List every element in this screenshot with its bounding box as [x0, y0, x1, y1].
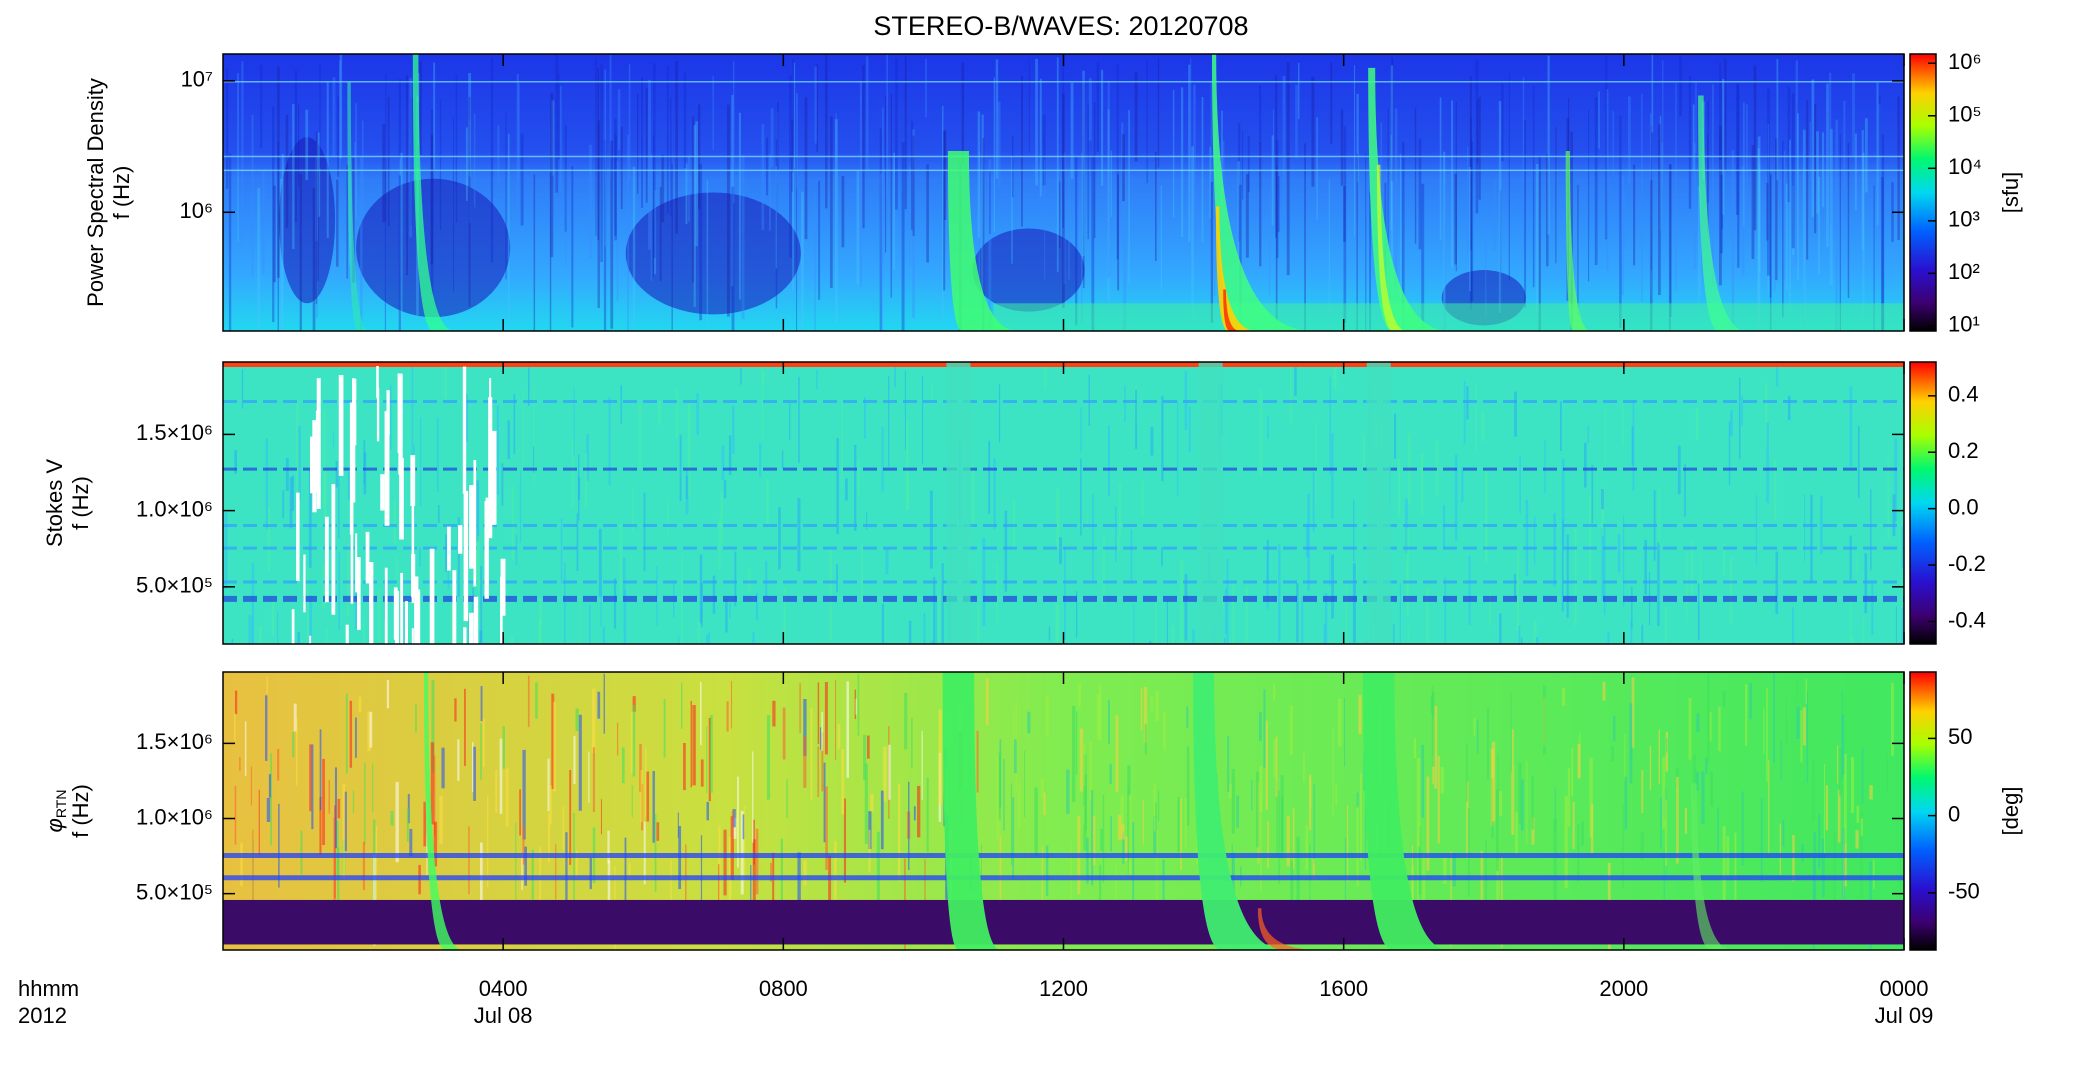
spectrogram: [223, 54, 1904, 331]
texture: [1366, 362, 1391, 644]
burst: [1193, 672, 1285, 950]
y-axis-label: φRTN: [42, 790, 69, 833]
colorbar-tick-label: -0.4: [1948, 607, 1986, 632]
texture: [1198, 362, 1223, 644]
y-tick-label: 10⁷: [181, 67, 213, 92]
colorbar-tick-label: -50: [1948, 879, 1980, 904]
burst: [1691, 783, 1733, 950]
y-tick-label: 1.5×10⁶: [136, 729, 213, 754]
blob: [972, 228, 1085, 312]
date-label: Jul 09: [1875, 1003, 1934, 1028]
spectrogram: [223, 362, 1904, 644]
colorbar-tick-label: 10⁴: [1948, 154, 1982, 179]
x-tick-label: 0800: [759, 976, 808, 1001]
date-label: Jul 08: [474, 1003, 533, 1028]
colorbar-tick-label: 10²: [1948, 259, 1980, 284]
y-axis-label-text: Power Spectral Density: [83, 78, 108, 307]
burst: [1211, 54, 1313, 331]
y-axis-label-text: f (Hz): [68, 476, 93, 530]
y-tick-label: 1.0×10⁶: [136, 496, 213, 521]
y-axis-label: Power Spectral Density: [83, 78, 108, 307]
burst: [1376, 164, 1407, 331]
colorbar: [1909, 671, 1937, 951]
y-tick-label: 1.0×10⁶: [136, 804, 213, 829]
x-tick-label: 1200: [1039, 976, 1088, 1001]
y-axis-label: f (Hz): [109, 166, 134, 220]
colorbar-label: [sfu]: [1998, 172, 2023, 214]
burst: [1368, 67, 1449, 331]
burst: [347, 81, 369, 331]
y-tick-label: 10⁶: [179, 198, 213, 223]
y-axis-label-text: f (Hz): [109, 166, 134, 220]
colorbar-tick-label: 10⁶: [1948, 49, 1982, 74]
texture: [946, 362, 971, 644]
colorbar-tick-label: 50: [1948, 724, 1972, 749]
y-tick-label: 1.5×10⁶: [136, 420, 213, 445]
blob: [279, 137, 336, 304]
y-axis-label: f (Hz): [68, 476, 93, 530]
y-tick-label: 5.0×10⁵: [136, 879, 213, 904]
y-axis-label-text: φ: [42, 818, 67, 832]
burst: [424, 672, 463, 950]
colorbar-tick-label: 0.4: [1948, 382, 1979, 407]
x-tick-label: 0000: [1880, 976, 1929, 1001]
blob: [625, 192, 801, 315]
x-axis-label: 2012: [18, 1003, 67, 1028]
y-axis-label-text: f (Hz): [68, 784, 93, 838]
y-axis-label: f (Hz): [68, 784, 93, 838]
x-tick-label: 0400: [479, 976, 528, 1001]
colorbar: [1909, 53, 1937, 332]
y-axis-label-subscript: RTN: [53, 790, 69, 819]
colorbar-tick-label: -0.2: [1948, 551, 1986, 576]
texture: [993, 303, 1904, 331]
burst: [1223, 289, 1241, 331]
blob: [356, 178, 511, 318]
y-axis-label-text: Stokes V: [42, 459, 67, 547]
y-tick-label: 5.0×10⁵: [136, 573, 213, 598]
colorbar-tick-label: 0.0: [1948, 494, 1979, 519]
spectrogram: [223, 672, 1904, 950]
burst: [1257, 908, 1320, 950]
texture: [223, 899, 1904, 945]
burst: [942, 672, 1001, 950]
burst: [412, 54, 455, 331]
panel: 10⁶ 10⁷ Power Spectral Density f (Hz) 10¹ 10²…: [83, 49, 2023, 337]
x-axis-label: hhmm: [18, 976, 79, 1001]
burst: [1362, 672, 1449, 950]
colorbar-tick-label: 0.2: [1948, 438, 1979, 463]
colorbar: [1909, 361, 1937, 645]
x-tick-label: 2000: [1599, 976, 1648, 1001]
colorbar-tick-label: 0: [1948, 801, 1960, 826]
chart-title: STEREO-B/WAVES: 20120708: [873, 11, 1248, 41]
colorbar-tick-label: 10¹: [1948, 312, 1980, 337]
colorbar-tick-label: 10⁵: [1948, 102, 1982, 127]
burst: [1698, 95, 1747, 331]
x-tick-label: 1600: [1319, 976, 1368, 1001]
burst: [947, 150, 1018, 331]
colorbar-label: [deg]: [1998, 787, 2023, 836]
burst: [1565, 150, 1591, 331]
y-axis-label: Stokes V: [42, 459, 67, 547]
colorbar-tick-label: 10³: [1948, 207, 1980, 232]
panel: 5.0×10⁵ 1.0×10⁶ 1.5×10⁶ 0400 0800 1200 1600 200…: [18, 671, 2023, 1028]
